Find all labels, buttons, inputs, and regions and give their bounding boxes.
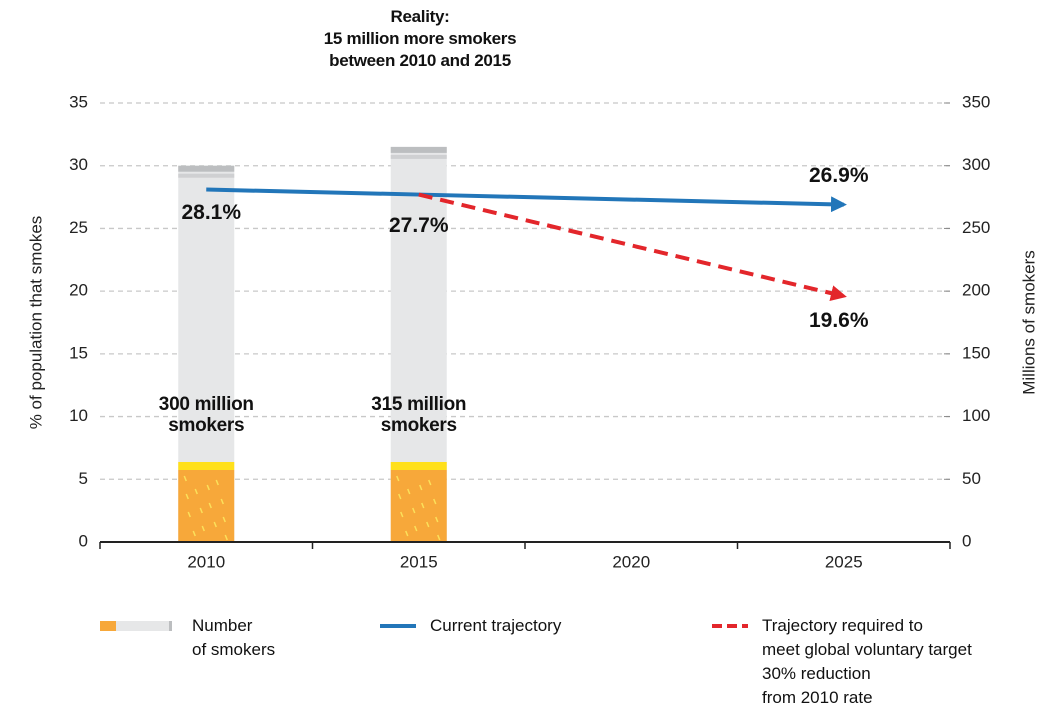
plot: 05101520253035050100150200250300350% of … (0, 0, 1049, 710)
y2-tick-label: 300 (962, 155, 990, 174)
y-tick-label: 15 (69, 343, 88, 362)
chart-title: Reality: 15 million more smokers between… (270, 6, 570, 72)
cig-ash (391, 155, 447, 159)
legend-label: Current trajectory (430, 614, 561, 638)
y2-tick-label: 200 (962, 281, 990, 300)
legend-swatch (100, 621, 116, 631)
cig-band (178, 462, 234, 470)
x-tick-label: 2025 (825, 552, 863, 571)
legend-swatch (169, 621, 172, 631)
y-tick-label: 0 (79, 531, 88, 550)
trend-line (419, 195, 844, 297)
bar-value-label: 300 million smokers (159, 394, 254, 436)
y-tick-label: 5 (79, 469, 88, 488)
line-value-label: 28.1% (181, 202, 241, 224)
y2-tick-label: 150 (962, 343, 990, 362)
y2-tick-label: 0 (962, 531, 971, 550)
bar-value-label: 315 million smokers (371, 394, 466, 436)
y2-tick-label: 100 (962, 406, 990, 425)
line-value-label: 27.7% (389, 215, 449, 237)
y2-axis-title: Millions of smokers (1019, 250, 1038, 395)
x-tick-label: 2020 (612, 552, 650, 571)
y2-tick-label: 250 (962, 218, 990, 237)
x-tick-label: 2010 (187, 552, 225, 571)
chart: 05101520253035050100150200250300350% of … (0, 0, 1049, 710)
y-tick-label: 30 (69, 155, 88, 174)
line-value-label: 26.9% (809, 165, 869, 187)
cig-ash (178, 174, 234, 178)
legend-swatch (116, 621, 172, 631)
line-value-label: 19.6% (809, 310, 869, 332)
y-tick-label: 20 (69, 281, 88, 300)
y-tick-label: 25 (69, 218, 88, 237)
legend-label: Number of smokers (192, 614, 275, 662)
cig-ash (391, 147, 447, 153)
y2-tick-label: 350 (962, 92, 990, 111)
legend-label: Trajectory required to meet global volun… (762, 614, 972, 710)
y-tick-label: 10 (69, 406, 88, 425)
y-tick-label: 35 (69, 92, 88, 111)
y2-tick-label: 50 (962, 469, 981, 488)
trend-line (206, 190, 844, 205)
cig-band (391, 462, 447, 470)
y-axis-title: % of population that smokes (26, 216, 45, 430)
x-tick-label: 2015 (400, 552, 438, 571)
cig-ash (178, 166, 234, 172)
